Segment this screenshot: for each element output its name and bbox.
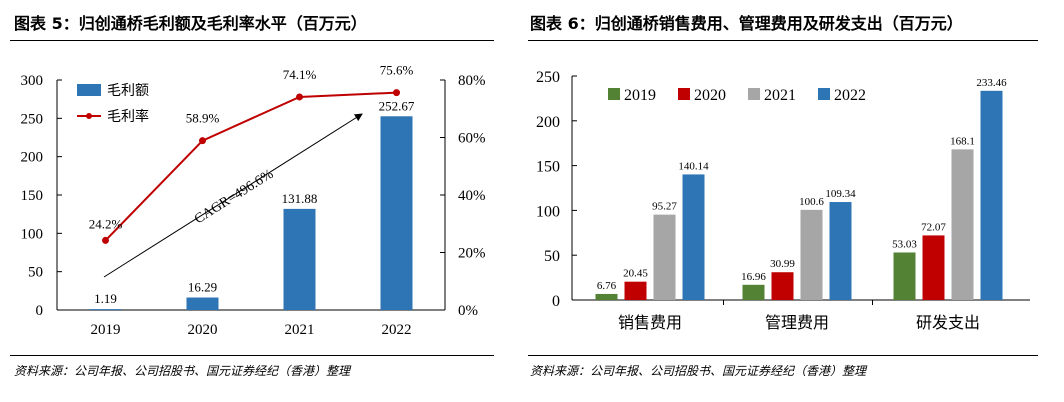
bar-2020 xyxy=(624,281,647,300)
bar-data-label: 72.07 xyxy=(921,221,946,233)
bar-data-label: 100.6 xyxy=(799,196,824,208)
y2-tick-label: 80% xyxy=(458,73,486,89)
bar-data-label: 6.76 xyxy=(597,280,617,292)
left-chart-title: 图表 5：归创通桥毛利额及毛利率水平（百万元） xyxy=(14,14,367,33)
bar-data-label: 16.96 xyxy=(741,271,766,283)
y-tick-label: 50 xyxy=(28,265,43,281)
x-tick-label: 2022 xyxy=(382,322,412,338)
bar-data-label: 16.29 xyxy=(188,280,217,295)
line-data-label: 58.9% xyxy=(186,111,220,126)
bar-2020 xyxy=(922,235,945,300)
line-data-label: 74.1% xyxy=(283,67,317,82)
bar-data-label: 95.27 xyxy=(652,201,677,213)
y-tick-label: 100 xyxy=(536,203,560,220)
bar-2022 xyxy=(980,90,1003,300)
legend-swatch-2019 xyxy=(608,88,620,100)
right-chart-title: 图表 6：归创通桥销售费用、管理费用及研发支出（百万元） xyxy=(530,14,963,33)
bar-data-label: 109.34 xyxy=(825,188,856,200)
legend-label: 2022 xyxy=(834,87,866,104)
bar-2022 xyxy=(682,174,705,300)
y-tick-label: 50 xyxy=(544,248,560,265)
legend-swatch-gross-profit xyxy=(77,84,101,96)
bar-data-label: 168.1 xyxy=(950,135,975,147)
legend-label: 2019 xyxy=(624,87,656,104)
bar-data-label: 233.46 xyxy=(976,77,1007,89)
y-tick-label: 0 xyxy=(36,303,44,319)
bar-data-label: 53.03 xyxy=(892,238,917,250)
bar-2021 xyxy=(951,149,974,300)
gross-margin-point xyxy=(102,236,109,244)
bar-2022 xyxy=(829,202,852,300)
bar-2021 xyxy=(653,214,676,300)
bar-2019 xyxy=(893,252,916,300)
y-tick-label: 250 xyxy=(21,111,44,127)
y2-tick-label: 20% xyxy=(458,246,486,262)
bar-2019 xyxy=(595,293,618,300)
legend-label: 毛利率 xyxy=(107,108,149,125)
y-tick-label: 150 xyxy=(536,159,560,176)
gross-margin-point xyxy=(393,89,400,97)
bar-gross-profit xyxy=(89,309,122,310)
right-title-rule xyxy=(528,40,1038,41)
legend-marker xyxy=(86,113,92,119)
x-tick-label: 销售费用 xyxy=(618,314,682,332)
y-tick-label: 0 xyxy=(552,293,560,310)
legend-label: 毛利额 xyxy=(107,83,149,99)
left-footer-rule xyxy=(10,355,494,356)
bar-2021 xyxy=(800,209,823,300)
y-tick-label: 100 xyxy=(21,226,44,242)
cagr-annotation: CAGR=496.6% xyxy=(192,167,277,228)
legend-swatch-2020 xyxy=(678,88,690,100)
y2-tick-label: 40% xyxy=(458,188,486,204)
bar-data-label: 140.14 xyxy=(678,160,709,172)
x-tick-label: 2019 xyxy=(91,322,121,338)
bar-data-label: 252.67 xyxy=(379,98,415,113)
gross-margin-point xyxy=(199,137,206,145)
bar-2020 xyxy=(771,272,794,300)
left-title-rule xyxy=(10,40,494,41)
gross-margin-line xyxy=(104,91,397,242)
legend-swatch-2022 xyxy=(818,88,830,100)
bar-2019 xyxy=(742,284,765,300)
bar-data-label: 131.88 xyxy=(282,191,318,206)
bar-gross-profit xyxy=(186,297,219,310)
y-tick-label: 150 xyxy=(21,188,44,204)
line-data-label: 75.6% xyxy=(380,63,414,78)
y-tick-label: 250 xyxy=(536,69,560,86)
bar-gross-profit xyxy=(283,208,316,310)
legend-label: 2021 xyxy=(764,87,796,104)
bar-gross-profit xyxy=(380,116,413,310)
y2-tick-label: 0% xyxy=(458,303,478,319)
right-source: 资料来源：公司年报、公司招股书、国元证券经纪（香港）整理 xyxy=(530,364,867,378)
x-tick-label: 管理费用 xyxy=(765,314,829,332)
y2-tick-label: 60% xyxy=(458,131,486,147)
bar-data-label: 1.19 xyxy=(94,291,117,306)
legend-swatch-2021 xyxy=(748,88,760,100)
y-tick-label: 200 xyxy=(21,150,44,166)
cagr-arrow xyxy=(103,113,363,278)
line-data-label: 24.2% xyxy=(89,216,123,231)
x-tick-label: 2020 xyxy=(188,322,218,338)
x-tick-label: 研发支出 xyxy=(916,314,980,332)
y-tick-label: 200 xyxy=(536,114,560,131)
bar-data-label: 30.99 xyxy=(770,258,795,270)
gross-margin-point xyxy=(296,93,303,101)
left-source: 资料来源：公司年报、公司招股书、国元证券经纪（香港）整理 xyxy=(14,364,351,378)
bar-data-label: 20.45 xyxy=(623,268,648,280)
x-tick-label: 2021 xyxy=(285,322,315,338)
right-footer-rule xyxy=(528,355,1038,356)
legend-label: 2020 xyxy=(694,87,726,104)
y-tick-label: 300 xyxy=(21,73,44,89)
